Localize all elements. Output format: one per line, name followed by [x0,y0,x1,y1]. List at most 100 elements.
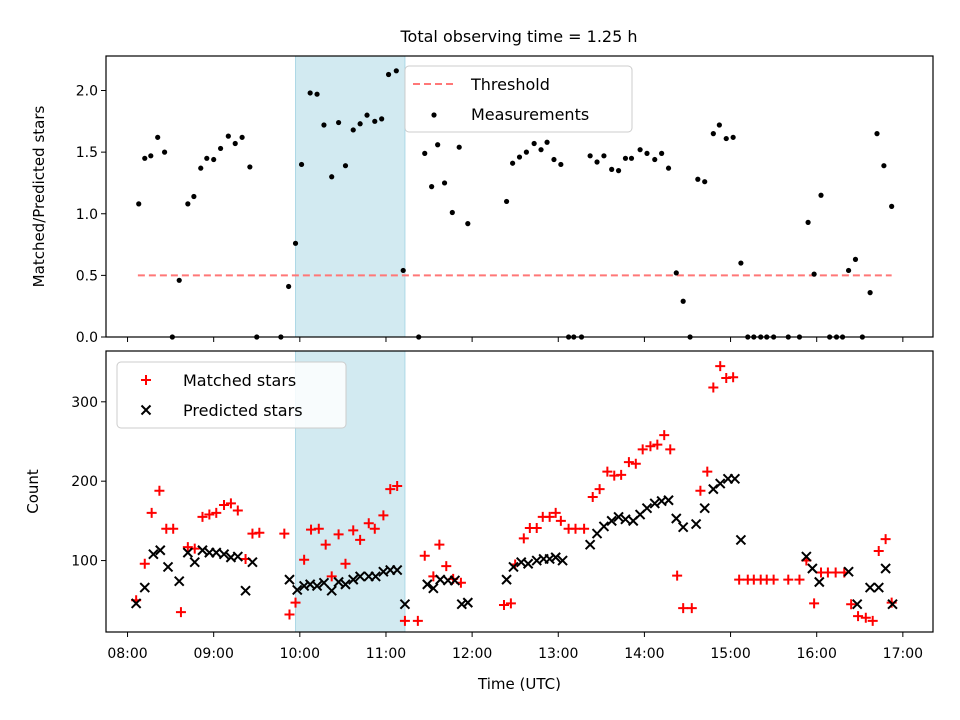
data-point [867,615,878,626]
data-point [363,518,374,529]
data-point [628,155,635,161]
x-tick-label: 17:00 [883,646,923,662]
data-point [429,184,435,190]
data-point [217,145,224,152]
data-point [370,571,381,582]
data-point [211,507,222,518]
data-point [830,567,841,578]
y-tick-label: 100 [71,554,98,570]
data-point [379,116,385,122]
data-point [699,502,710,514]
data-point [335,119,342,126]
data-point [162,561,174,573]
legend-matched-swatch [141,375,151,385]
data-point [702,466,713,477]
data-point [673,270,679,276]
data-point [557,555,568,566]
data-point [326,571,337,582]
data-point [622,155,629,161]
data-point [818,192,824,198]
data-point [146,507,157,518]
data-point [142,155,148,161]
data-point [299,554,310,565]
data-point [505,598,516,609]
data-point [428,583,439,594]
data-point [550,552,561,563]
data-point [456,144,462,150]
data-point [168,523,179,534]
ratio-panel: 0.0 0.5 1.0 1.5 2.0 Matched/Predicted stars Th… [30,55,934,346]
y-tick-label: 300 [71,395,98,411]
x-tick-label: 16:00 [797,646,837,662]
data-point [298,580,310,592]
data-point [197,545,208,556]
data-point [284,609,295,620]
data-point [702,179,708,185]
data-point [814,576,825,588]
data-point [846,599,857,610]
data-point [587,492,598,503]
series-matched-stars [131,361,897,626]
y-tick-label: 0.0 [76,330,98,346]
data-point [247,164,253,170]
data-point [185,201,191,207]
data-point [570,523,581,534]
data-point [551,156,557,163]
data-point [247,556,258,568]
data-point [663,495,674,506]
data-point [174,575,185,587]
legend-predicted-swatch [140,404,152,416]
x-axis-label: Time (UTC) [477,675,561,693]
data-point [211,547,222,558]
data-point [318,577,330,588]
data-point [422,579,433,590]
data-point [320,539,331,550]
x-tick-label: 08:00 [107,646,147,662]
data-point [340,558,351,569]
x-tick-label: 15:00 [710,646,750,662]
y-tick-label: 1.5 [76,145,98,161]
data-point [544,511,555,522]
data-point [393,68,399,74]
data-point [677,522,689,533]
data-point [695,485,706,496]
legend-label: Matched stars [183,371,296,390]
data-point [392,480,403,491]
data-point [435,142,441,148]
data-point [645,441,656,452]
data-point [148,153,154,159]
data-point [357,121,363,127]
data-point [498,600,509,611]
data-point [609,166,615,172]
data-point [292,584,303,596]
data-point [690,518,702,530]
data-point [672,570,683,581]
data-point [232,140,238,147]
data-point [594,484,605,495]
data-point [606,515,617,527]
data-point [449,209,455,216]
data-point [880,563,891,574]
x-tick-label: 14:00 [624,646,664,662]
data-point [240,585,251,596]
data-point [716,122,722,128]
data-point [735,534,747,546]
data-point [864,582,876,593]
legend-box [116,361,347,429]
data-point [558,161,564,168]
data-point [329,174,335,180]
data-point [139,582,150,593]
legend: Matched stars Predicted stars [116,361,347,429]
data-point [136,201,142,207]
data-point [399,599,411,610]
legend-measurements-swatch [431,112,437,118]
data-point [197,511,208,522]
legend-box [404,65,633,133]
data-point [232,505,243,516]
data-point [314,91,320,97]
y-tick-label: 1.0 [76,207,98,223]
data-point [155,545,166,556]
data-point [321,122,327,128]
data-point [333,576,344,588]
